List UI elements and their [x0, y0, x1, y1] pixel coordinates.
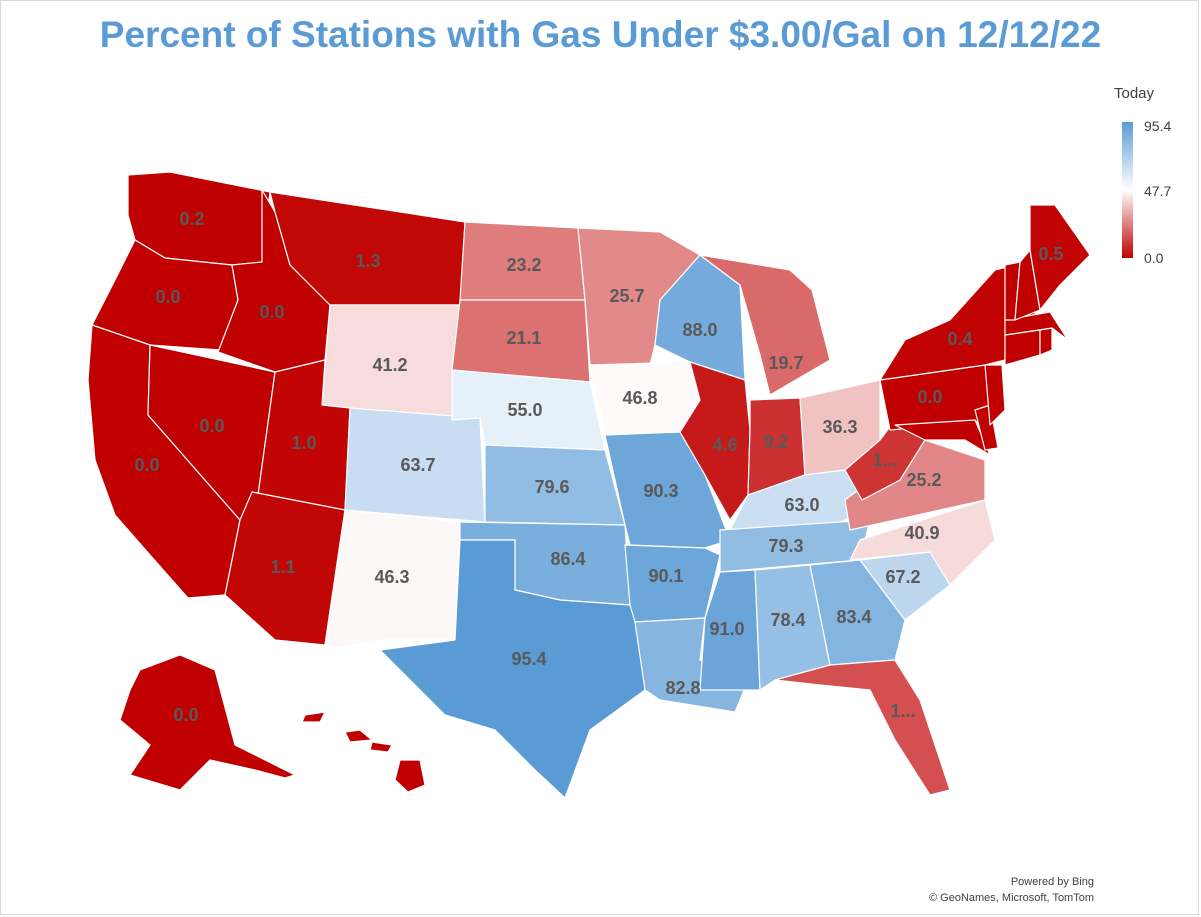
state-hi: [394, 759, 426, 793]
label-oh: 36.3: [822, 417, 857, 437]
state-de: [974, 404, 999, 451]
chart-title: Percent of Stations with Gas Under $3.00…: [99, 14, 1102, 55]
map-credits: Powered by Bing © GeoNames, Microsoft, T…: [929, 874, 1094, 906]
legend-color-scale: [1122, 122, 1133, 258]
label-ne: 55.0: [507, 400, 542, 420]
state-ct: [1004, 329, 1041, 366]
label-mi: 19.7: [768, 353, 803, 373]
label-in: 9.2: [763, 432, 788, 452]
label-tx: 95.4: [511, 649, 546, 669]
label-mn: 25.7: [609, 286, 644, 306]
label-ms: 91.0: [709, 619, 744, 639]
state-fl: [774, 659, 951, 796]
credits-attribution: © GeoNames, Microsoft, TomTom: [929, 892, 1094, 904]
state-hi-islands: [301, 711, 326, 723]
label-nd: 23.2: [506, 255, 541, 275]
label-nc: 40.9: [904, 523, 939, 543]
label-va: 25.2: [906, 470, 941, 490]
label-id: 0.0: [259, 302, 284, 322]
label-tn: 79.3: [768, 536, 803, 556]
label-ny: 0.4: [947, 329, 972, 349]
legend-max-label: 95.4: [1144, 118, 1172, 134]
label-la: 82.8: [665, 678, 700, 698]
state-ms: [699, 569, 761, 691]
label-wv: 1...: [872, 450, 897, 470]
label-ar: 90.1: [648, 566, 683, 586]
legend-title: Today: [1114, 85, 1155, 102]
label-wy: 41.2: [372, 355, 407, 375]
label-ia: 46.8: [622, 388, 657, 408]
state-tx: [379, 539, 646, 799]
state-ri: [1039, 327, 1053, 356]
label-sc: 67.2: [885, 567, 920, 587]
label-mo: 90.3: [643, 481, 678, 501]
label-ca: 0.0: [134, 455, 159, 475]
state-hi-islands-3: [369, 741, 393, 753]
label-or: 0.0: [155, 287, 180, 307]
label-mt: 1.3: [355, 251, 380, 271]
label-ks: 79.6: [534, 477, 569, 497]
state-mi: [699, 254, 831, 396]
label-ut: 1.0: [291, 433, 316, 453]
label-ga: 83.4: [836, 607, 871, 627]
label-al: 78.4: [770, 610, 805, 630]
label-me: 0.5: [1038, 244, 1063, 264]
state-ma: [1004, 311, 1069, 341]
label-il: 4.6: [712, 435, 737, 455]
label-ok: 86.4: [550, 549, 585, 569]
label-az: 1.1: [270, 557, 295, 577]
label-wi: 88.0: [682, 320, 717, 340]
state-ak: [119, 654, 296, 791]
label-sd: 21.1: [506, 328, 541, 348]
label-nm: 46.3: [374, 567, 409, 587]
label-co: 63.7: [400, 455, 435, 475]
state-md: [894, 419, 991, 456]
state-nj: [984, 364, 1006, 426]
label-wa: 0.2: [179, 209, 204, 229]
label-pa: 0.0: [917, 387, 942, 407]
label-ak: 0.0: [173, 705, 198, 725]
state-hi-islands-2: [344, 729, 373, 743]
state-me: [1029, 204, 1091, 311]
label-fl: 1...: [890, 701, 915, 721]
legend-min-label: 0.0: [1144, 250, 1164, 266]
label-nv: 0.0: [199, 416, 224, 436]
state-il: [679, 361, 751, 521]
legend-mid-label: 47.7: [1144, 183, 1172, 199]
state-ga: [809, 559, 906, 666]
credits-powered-by: Powered by Bing: [1010, 876, 1094, 888]
label-ky: 63.0: [784, 495, 819, 515]
